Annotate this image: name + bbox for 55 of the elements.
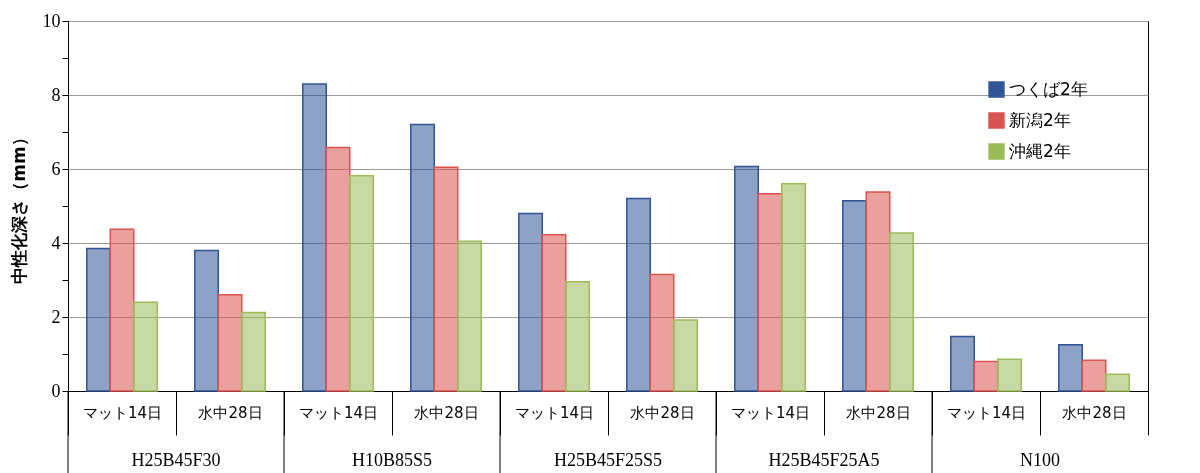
y-tick-label: 6: [51, 158, 61, 179]
y-tick-label: 2: [51, 306, 61, 327]
text: H25B45F25S5: [553, 450, 663, 470]
bar: [132, 301, 158, 392]
x-tick-label: 水中28日: [198, 403, 263, 422]
bar: [541, 234, 567, 392]
bar: [325, 146, 351, 392]
y-tick-label: 0: [51, 380, 61, 401]
x-tick-label: 水中28日: [630, 403, 695, 422]
y-tick-label: 10: [42, 10, 61, 31]
x-tick-label: マット14日: [514, 403, 595, 422]
bar: [518, 212, 544, 392]
bar: [217, 294, 243, 392]
bar: [672, 319, 698, 392]
bar: [410, 123, 436, 392]
bar: [240, 311, 266, 392]
bar: [865, 191, 891, 392]
x-tick-label: マット14日: [298, 403, 379, 422]
bar: [302, 83, 328, 392]
bar: [433, 166, 459, 392]
bar: [626, 197, 652, 392]
bar: [1081, 359, 1107, 392]
bar: [888, 232, 914, 392]
y-axis-title: 中性化深さ（mm）: [8, 129, 29, 284]
bar: [973, 360, 999, 392]
bar: [950, 335, 976, 392]
bar: [996, 358, 1022, 392]
x-tick-label: 水中28日: [414, 403, 479, 422]
x-tick-label: 水中28日: [846, 403, 911, 422]
bar: [109, 228, 135, 392]
text: H10B85S5: [351, 450, 433, 470]
bar: [842, 200, 868, 392]
x-tick-label: マット14日: [946, 403, 1027, 422]
bar: [456, 240, 482, 392]
legend-label: つくば2年: [1009, 78, 1088, 99]
bar: [649, 273, 675, 392]
bar: [1058, 344, 1084, 392]
legend-label: 新潟2年: [1009, 109, 1071, 130]
x-tick-label: マット14日: [82, 403, 163, 422]
bar: [86, 247, 112, 392]
bar: [348, 174, 374, 392]
bar: [194, 249, 220, 392]
x-tick-label: 水中28日: [1062, 403, 1127, 422]
text: H25B45F30: [131, 450, 221, 470]
bar: [734, 165, 760, 392]
bar: [1104, 373, 1130, 392]
bar: [757, 193, 783, 392]
legend-label: 沖縄2年: [1009, 140, 1071, 161]
text: N100: [1020, 450, 1060, 470]
text: H25B45F25A5: [768, 450, 880, 470]
x-tick-label: マット14日: [730, 403, 811, 422]
y-tick-label: 8: [51, 84, 61, 105]
bar: [564, 281, 590, 392]
y-tick-label: 4: [51, 232, 61, 253]
bar: [780, 183, 806, 392]
